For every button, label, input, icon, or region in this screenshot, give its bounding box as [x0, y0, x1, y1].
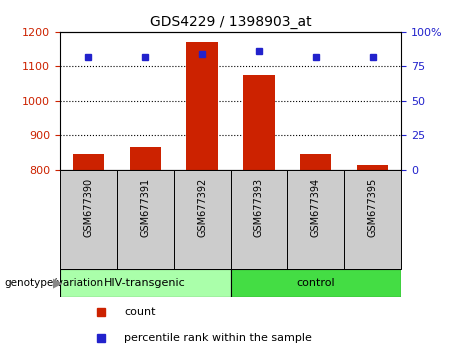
Bar: [73, 154, 104, 170]
Text: control: control: [296, 278, 335, 288]
Text: GSM677391: GSM677391: [140, 178, 150, 237]
Text: percentile rank within the sample: percentile rank within the sample: [124, 333, 313, 343]
Text: ▶: ▶: [53, 277, 63, 290]
Bar: [174, 170, 230, 269]
Title: GDS4229 / 1398903_at: GDS4229 / 1398903_at: [150, 16, 311, 29]
Bar: [130, 148, 161, 170]
Bar: [60, 269, 230, 297]
Bar: [344, 170, 401, 269]
Bar: [60, 170, 117, 269]
Bar: [357, 165, 388, 170]
Text: GSM677390: GSM677390: [83, 178, 94, 237]
Text: GSM677392: GSM677392: [197, 178, 207, 237]
Text: GSM677395: GSM677395: [367, 178, 378, 237]
Bar: [230, 269, 401, 297]
Bar: [300, 154, 331, 170]
Bar: [186, 42, 218, 170]
Text: count: count: [124, 307, 156, 318]
Text: HIV-transgenic: HIV-transgenic: [104, 278, 186, 288]
Bar: [230, 170, 287, 269]
Text: GSM677394: GSM677394: [311, 178, 321, 237]
Text: GSM677393: GSM677393: [254, 178, 264, 237]
Bar: [243, 75, 275, 170]
Bar: [117, 170, 174, 269]
Text: genotype/variation: genotype/variation: [5, 278, 104, 288]
Bar: [287, 170, 344, 269]
